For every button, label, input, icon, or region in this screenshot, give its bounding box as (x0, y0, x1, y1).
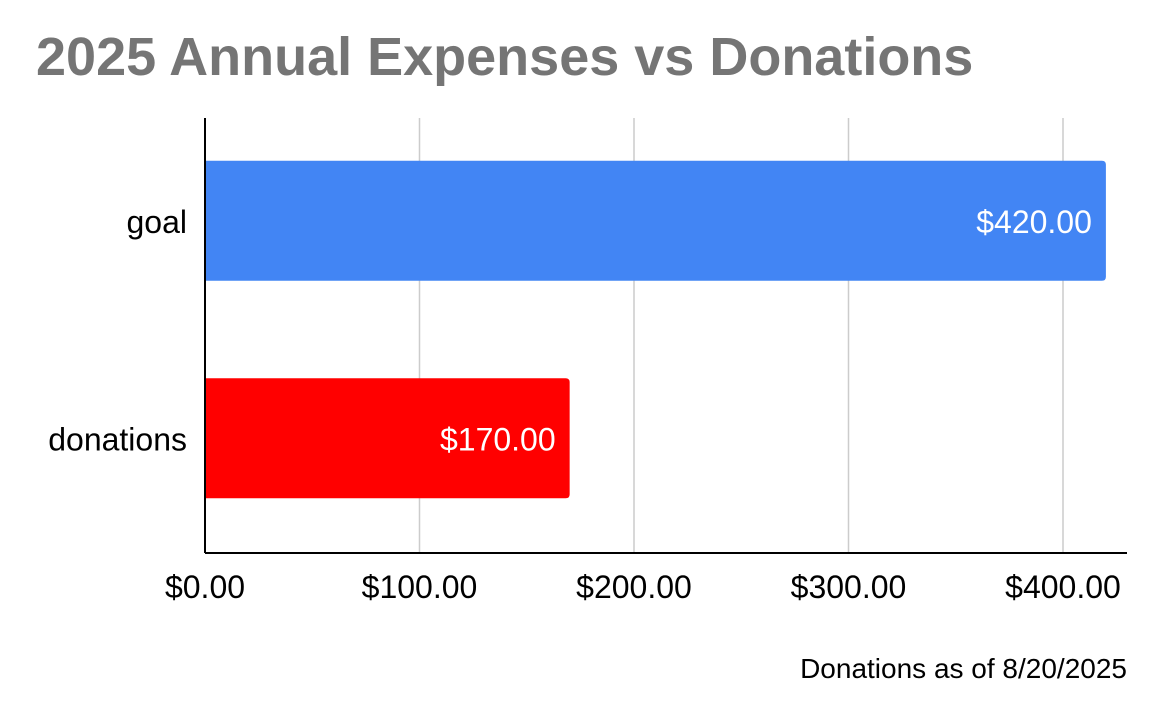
category-label: donations (48, 421, 187, 457)
x-tick-label: $100.00 (362, 569, 478, 605)
bar (205, 160, 1106, 281)
bar (205, 378, 570, 499)
x-tick-label: $200.00 (576, 569, 692, 605)
x-tick-label: $300.00 (791, 569, 907, 605)
bars (205, 160, 1106, 499)
chart-title: 2025 Annual Expenses vs Donations (36, 27, 974, 87)
category-label: goal (127, 204, 188, 240)
bar-data-label: $170.00 (440, 421, 556, 457)
x-tick-label: $0.00 (165, 569, 245, 605)
x-tick-label: $400.00 (1005, 569, 1121, 605)
bar-data-label: $420.00 (976, 204, 1092, 240)
axes (204, 118, 1127, 554)
labels: $0.00 $100.00 $200.00 $300.00 $400.00 $420.00… (48, 204, 1127, 684)
footnote: Donations as of 8/20/2025 (800, 653, 1127, 684)
